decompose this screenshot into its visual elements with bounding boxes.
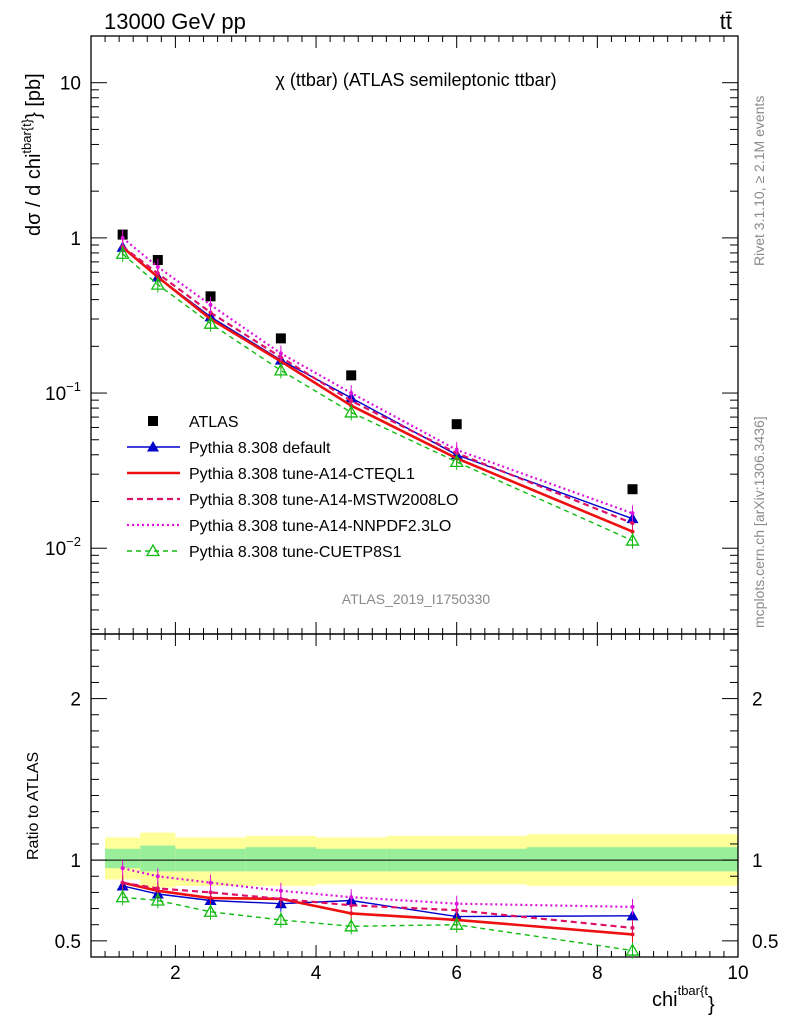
legend-label-cuetp8s1: Pythia 8.308 tune-CUETP8S1 (189, 544, 402, 561)
data-point-atlas (346, 370, 357, 381)
point-nnpdf (120, 235, 125, 240)
point-nnpdf (454, 901, 459, 906)
y-tick-label: 10−1 (45, 379, 81, 405)
ratio-y-tick-label-right: 0.5 (752, 932, 778, 953)
point-cuetp8s1 (203, 904, 218, 917)
point-cuetp8s1 (344, 405, 359, 418)
ratio-y-tick-label: 1 (70, 851, 81, 872)
ratio-band-inner (527, 847, 738, 872)
point-nnpdf (208, 302, 213, 307)
energy-label: 13000 GeV pp (104, 9, 246, 34)
point-default (626, 909, 639, 921)
point-nnpdf (630, 904, 635, 909)
y-tick-label: 1 (70, 229, 81, 250)
ratio-y-tick-label: 2 (70, 690, 81, 711)
legend: ATLAS Pythia 8.308 default Pythia 8.308 tu… (127, 414, 458, 561)
data-point-atlas (275, 333, 286, 344)
point-cuetp8s1 (625, 533, 640, 546)
ratio-panel: 2 4 6 8 100.5 0.51 12 2 (55, 633, 778, 984)
x-axis-label: chitbar{t} (652, 983, 715, 1016)
point-cuetp8s1 (150, 277, 165, 290)
mcplots-label: mcplots.cern.ch [arXiv:1306.3436] (751, 416, 767, 628)
point-nnpdf (155, 264, 160, 269)
legend-marker-cuetp8s1 (145, 543, 161, 557)
legend-label-nnpdf: Pythia 8.308 tune-A14-NNPDF2.3LO (189, 518, 451, 535)
point-cuetp8s1 (449, 917, 464, 930)
point-nnpdf (208, 880, 213, 885)
x-tick-label: 2 (170, 963, 181, 984)
x-tick-label: 10 (727, 963, 748, 984)
plot-title: χ (ttbar) (ATLAS semileptonic ttbar) (275, 70, 556, 90)
y-tick-label: 10−2 (45, 534, 81, 560)
x-tick-label: 6 (451, 963, 462, 984)
point-cuetp8s1 (273, 912, 289, 926)
ratio-y-tick-label-right: 2 (752, 690, 763, 711)
ratio-y-axis-label: Ratio to ATLAS (25, 752, 42, 860)
point-nnpdf (278, 888, 283, 893)
point-cuetp8s1 (115, 246, 130, 259)
point-cteql1 (630, 529, 635, 534)
ratio-y-tick-label-right: 1 (752, 851, 763, 872)
series-line-cteql1 (121, 246, 634, 533)
legend-label-default: Pythia 8.308 default (189, 440, 331, 457)
ratio-y-tick-label: 0.5 (55, 932, 81, 953)
legend-marker-default (147, 441, 159, 452)
x-tick-label: 8 (592, 963, 603, 984)
point-cuetp8s1 (273, 363, 289, 376)
point-nnpdf (278, 351, 283, 356)
point-cteql1 (349, 911, 354, 916)
point-mstw (278, 896, 283, 901)
point-nnpdf (349, 895, 354, 900)
ratio-band-inner (105, 848, 141, 869)
point-mstw (120, 880, 125, 885)
ratio-band-inner (245, 847, 317, 872)
point-mstw (208, 890, 213, 895)
point-mstw (630, 521, 635, 526)
point-nnpdf (454, 447, 459, 452)
data-point-atlas (627, 484, 638, 495)
point-nnpdf (120, 866, 125, 871)
data-point-atlas (205, 291, 216, 302)
point-mstw (349, 903, 354, 908)
series-line-cteql1 (122, 881, 633, 936)
y-tick-label: 10 (60, 74, 81, 95)
legend-label-mstw: Pythia 8.308 tune-A14-MSTW2008LO (189, 492, 458, 509)
point-mstw (155, 886, 160, 891)
point-mstw (630, 925, 635, 930)
main-panel: 10−2 10−1 1 10 (45, 35, 739, 957)
rivet-label: Rivet 3.1.10, ≥ 2.1M events (751, 96, 767, 266)
main-y-axis-label: dσ / d chitbar{t}} [pb] (19, 73, 45, 236)
data-point-atlas (451, 419, 462, 430)
series-line-default (122, 885, 633, 918)
process-label: tt̄ (720, 9, 732, 34)
point-cuetp8s1 (344, 919, 359, 932)
point-cuetp8s1 (115, 889, 130, 903)
analysis-id: ATLAS_2019_I1750330 (342, 591, 491, 607)
legend-label-data: ATLAS (189, 414, 239, 431)
point-nnpdf (630, 511, 635, 516)
point-nnpdf (349, 391, 354, 396)
legend-label-cteql1: Pythia 8.308 tune-A14-CTEQL1 (189, 466, 415, 483)
point-cuetp8s1 (203, 316, 218, 329)
x-tick-label: 4 (311, 963, 322, 984)
point-cuetp8s1 (150, 893, 165, 906)
point-nnpdf (155, 874, 160, 879)
point-cuetp8s1 (625, 943, 640, 956)
ratio-band-inner (140, 845, 176, 872)
point-cuetp8s1 (449, 454, 464, 468)
legend-marker-data (148, 416, 158, 426)
